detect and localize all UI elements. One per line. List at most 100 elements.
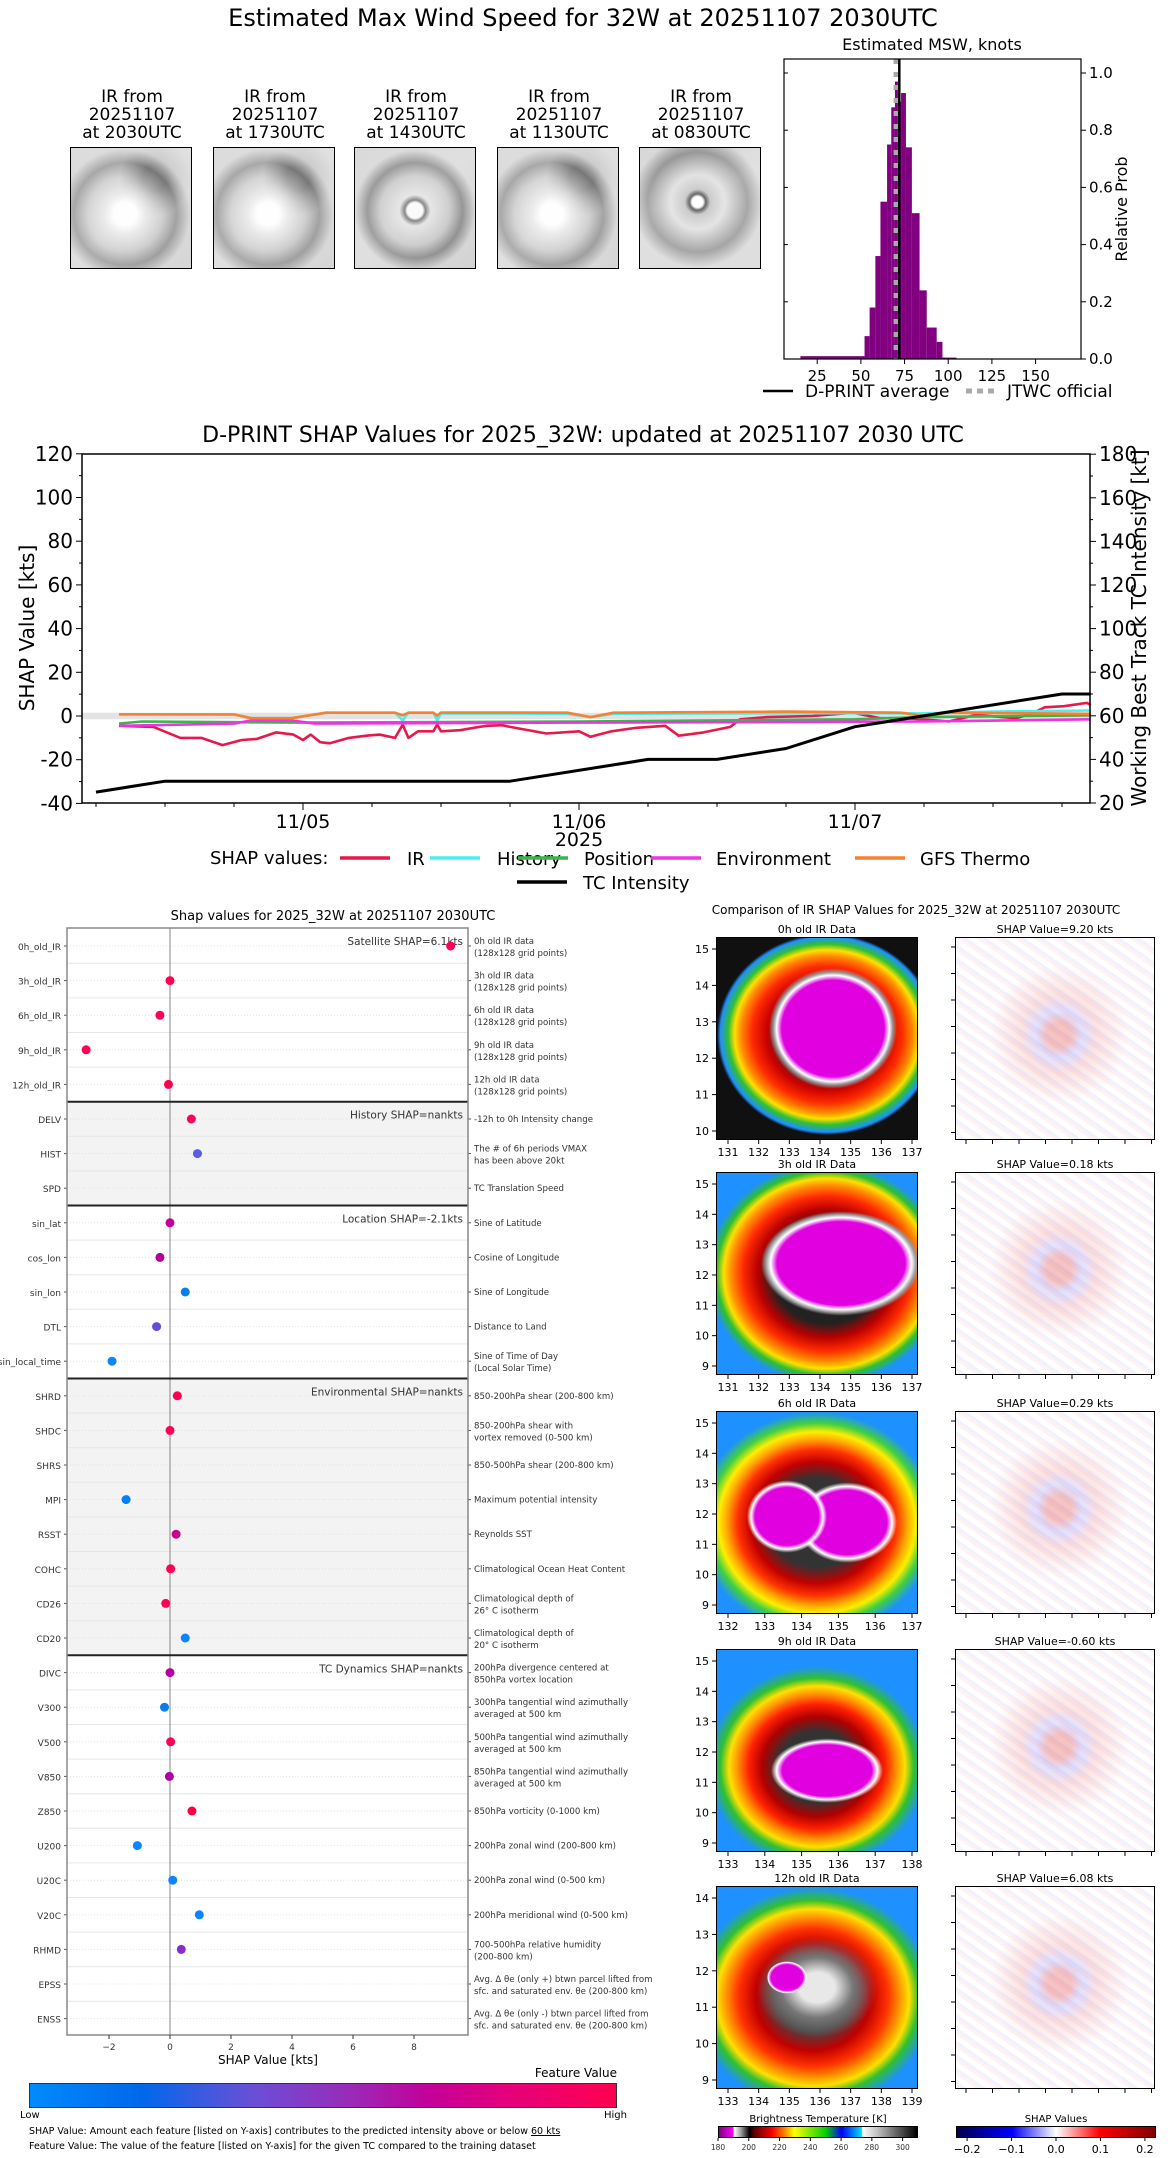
y-right-tick-label: 60	[1099, 704, 1124, 728]
y-tick-label: 12	[695, 1508, 709, 1521]
footer-shap-explanation: SHAP Value: Amount each feature [listed …	[29, 2126, 560, 2137]
histogram-bar	[894, 81, 898, 359]
series-line-tc-intensity	[95, 692, 1091, 794]
feature-name: 6h_old_IR	[18, 1012, 61, 1022]
x-tick-label: 2	[228, 2043, 234, 2053]
shap-dot-COHC	[166, 1564, 176, 1574]
feature-description: sfc. and saturated env. θe (200-800 km)	[474, 2022, 647, 2032]
y-tick-label: 12	[695, 1269, 709, 1282]
colorbar-tick-label: 280	[865, 2143, 880, 2152]
feature-value-colorbar	[29, 2083, 617, 2108]
colorbar-tick-label: 0.0	[1047, 2143, 1065, 2156]
x-tick-label: 132	[718, 1620, 739, 1633]
colorbar-tick-label: 260	[834, 2143, 849, 2152]
y-tick-label: 10	[695, 1807, 709, 1820]
timeseries-legend-title: SHAP values:	[210, 848, 328, 869]
shap-dot-RHMD	[176, 1944, 186, 1954]
y-tick-label: 13	[695, 1478, 709, 1491]
feature-description: vortex removed (0-500 km)	[474, 1433, 593, 1443]
feature-name: V500	[38, 1739, 62, 1749]
x-tick-label: 150	[1021, 367, 1050, 385]
shap-dot-3h_old_IR	[165, 976, 175, 986]
legend-label: Environment	[716, 849, 831, 870]
feature-description: Sine of Latitude	[474, 1219, 542, 1229]
feature-name: 3h_old_IR	[18, 978, 61, 988]
shap-panel-title: SHAP Value=0.29 kts	[997, 1397, 1114, 1410]
shap-dotplot-title: Shap values for 2025_32W at 20251107 203…	[171, 909, 496, 924]
colorbar-tick-label: 240	[803, 2143, 818, 2152]
x-tick-label: 137	[840, 2095, 861, 2108]
feature-description: Distance to Land	[474, 1323, 547, 1333]
histogram-bar	[875, 256, 881, 359]
shap-map-12h	[955, 1886, 1155, 2089]
feature-description: (128x128 grid points)	[474, 1087, 567, 1097]
feature-description: 6h old IR data	[474, 1006, 534, 1016]
y-tick-label: 40	[48, 617, 73, 641]
group-shap-label: Satellite SHAP=6.1kts	[347, 936, 463, 948]
shap-dot-DELV	[186, 1114, 196, 1124]
thumbnail-label: IR from 20251107 at 0830UTC	[651, 87, 751, 143]
series-line-gfs-thermo	[118, 710, 1091, 720]
ir-panel-title: 6h old IR Data	[778, 1397, 856, 1410]
feature-name: U20C	[37, 1877, 61, 1887]
shap-dotplot-xlabel: SHAP Value [kts]	[218, 2053, 318, 2067]
y-tick-label: 0.0	[1089, 350, 1113, 368]
shap-dot-sin_local_time	[107, 1356, 117, 1366]
group-shap-label: TC Dynamics SHAP=nankts	[318, 1663, 463, 1675]
x-tick-label: 137	[902, 1381, 923, 1394]
x-tick-label: 25	[808, 367, 827, 385]
histogram-bar	[887, 144, 892, 359]
group-shap-label: Environmental SHAP=nankts	[311, 1387, 463, 1399]
shap-dot-SHDC	[165, 1425, 175, 1435]
histogram-title: Estimated MSW, knots	[842, 35, 1022, 54]
y-tick-label: 13	[695, 1239, 709, 1252]
y-tick-label: 14	[695, 1685, 709, 1698]
y-tick-label: 13	[695, 1016, 709, 1029]
y-tick-label: 15	[695, 1655, 709, 1668]
shap-dot-6h_old_IR	[155, 1010, 165, 1020]
x-tick-label: 137	[902, 1146, 923, 1159]
y-tick-label: 10	[695, 2038, 709, 2051]
feature-description: 500hPa tangential wind azimuthally	[474, 1733, 628, 1743]
legend-label: Position	[584, 849, 654, 870]
y-right-tick-label: 180	[1099, 442, 1137, 466]
ir-thumbnail-image	[70, 147, 192, 269]
shap-dot-cos_lon	[155, 1252, 165, 1262]
histogram-bar	[905, 147, 912, 359]
feature-description: TC Translation Speed	[473, 1184, 564, 1194]
y-tick-label: 12	[695, 1746, 709, 1759]
timeseries-axes-frame	[81, 453, 1091, 804]
x-tick-label: 134	[810, 1146, 831, 1159]
y-tick-label: 0.2	[1089, 293, 1113, 311]
ir-image-9h	[716, 1649, 918, 1852]
y-tick-label: 9	[702, 1360, 709, 1373]
shap-dot-V500	[166, 1737, 176, 1747]
y-right-tick-label: 100	[1099, 617, 1137, 641]
x-tick-label: 138	[902, 1858, 923, 1871]
x-tick-label: 131	[718, 1381, 739, 1394]
group-shap-label: Location SHAP=-2.1kts	[342, 1214, 463, 1226]
colorbar-tick-label: 0.2	[1136, 2143, 1154, 2156]
x-tick-label: 0	[167, 2043, 173, 2053]
legend-label: TC Intensity	[582, 873, 690, 894]
x-tick-label: 133	[754, 1620, 775, 1633]
ir-thumbnail-image	[639, 147, 761, 269]
feature-description: (128x128 grid points)	[474, 1018, 567, 1028]
timeseries-xlabel: 2025	[555, 829, 603, 851]
histogram-bar	[942, 357, 957, 359]
ir-panel-title: 0h old IR Data	[778, 923, 856, 936]
feature-description: 850hPa vorticity (0-1000 km)	[474, 1807, 600, 1817]
x-tick-label: 4	[289, 2043, 295, 2053]
feature-description: 3h old IR data	[474, 972, 534, 982]
x-tick-label: 11/05	[276, 811, 331, 833]
feature-name: V300	[38, 1704, 62, 1714]
y-tick-label: 9	[702, 1837, 709, 1850]
y-tick-label: -20	[40, 748, 73, 772]
histogram: 25 50 75 100 125 150 0.0 0.2 0.4 0.6 0.8 1.0	[783, 58, 1113, 385]
y-tick-label: 11	[695, 1538, 709, 1551]
x-tick-label: 135	[779, 2095, 800, 2108]
feature-name: SPD	[43, 1185, 61, 1195]
legend-label: IR	[407, 849, 425, 870]
feature-description: (Local Solar Time)	[474, 1364, 551, 1374]
histogram-bar	[919, 290, 927, 359]
